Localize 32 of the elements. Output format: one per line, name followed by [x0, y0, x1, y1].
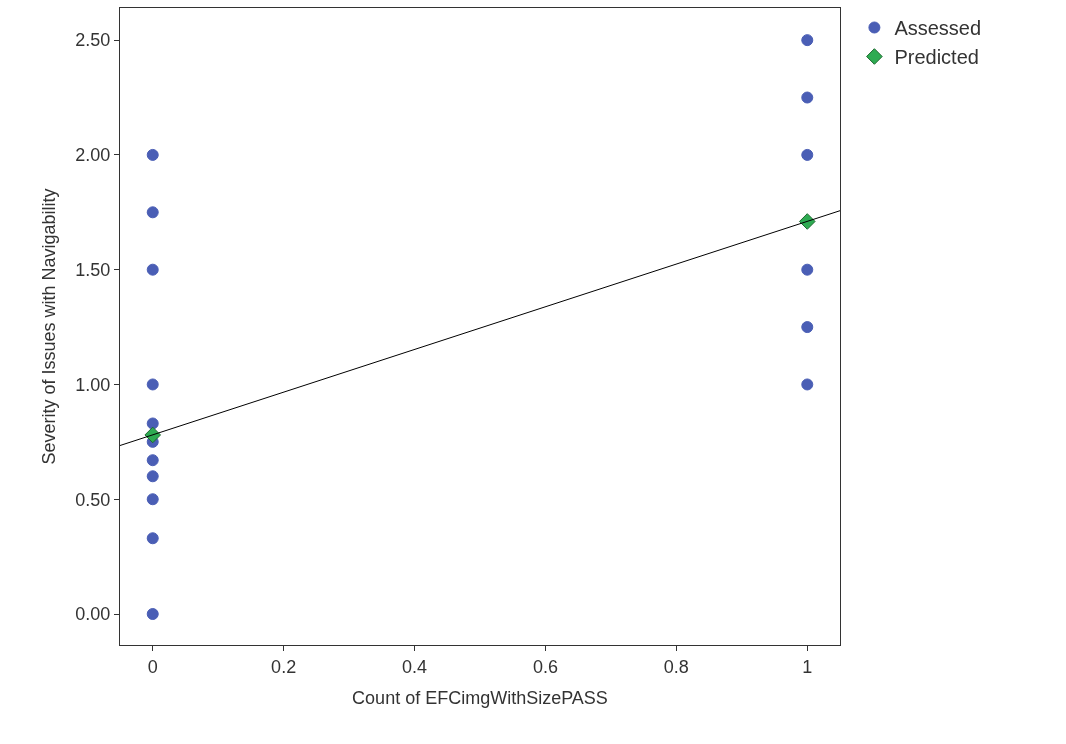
- x-axis-title: Count of EFCimgWithSizePASS: [352, 687, 608, 708]
- point: [801, 321, 814, 334]
- point: [146, 532, 159, 545]
- point: [801, 148, 814, 161]
- point: [146, 470, 159, 483]
- y-tick-label: 1.00: [75, 374, 111, 395]
- x-tick-label: 0: [147, 656, 158, 677]
- point: [146, 454, 159, 467]
- point: [146, 608, 159, 621]
- point: [146, 417, 159, 430]
- point: [801, 378, 814, 391]
- x-tick-label: 0.8: [663, 656, 689, 677]
- x-tick-label: 1: [802, 656, 813, 677]
- point: [801, 34, 814, 47]
- y-tick-label: 2.50: [75, 30, 111, 51]
- x-tick-label: 0.4: [402, 656, 428, 677]
- point: [801, 91, 814, 104]
- point: [146, 263, 159, 276]
- x-tick-label: 0.6: [532, 656, 558, 677]
- point: [146, 378, 159, 391]
- y-tick-label: 0.50: [75, 489, 111, 510]
- y-tick-label: 1.50: [75, 259, 111, 280]
- point: [801, 263, 814, 276]
- point: [146, 206, 159, 219]
- legend-label: Assessed: [894, 17, 982, 40]
- y-tick-label: 0.00: [75, 604, 111, 625]
- point: [146, 493, 159, 506]
- x-tick-label: 0.2: [271, 656, 297, 677]
- y-tick-label: 2.00: [75, 145, 111, 166]
- legend-label: Predicted: [894, 46, 979, 69]
- y-axis-title: Severity of Issues with Navigability: [38, 188, 59, 465]
- point: [146, 148, 159, 161]
